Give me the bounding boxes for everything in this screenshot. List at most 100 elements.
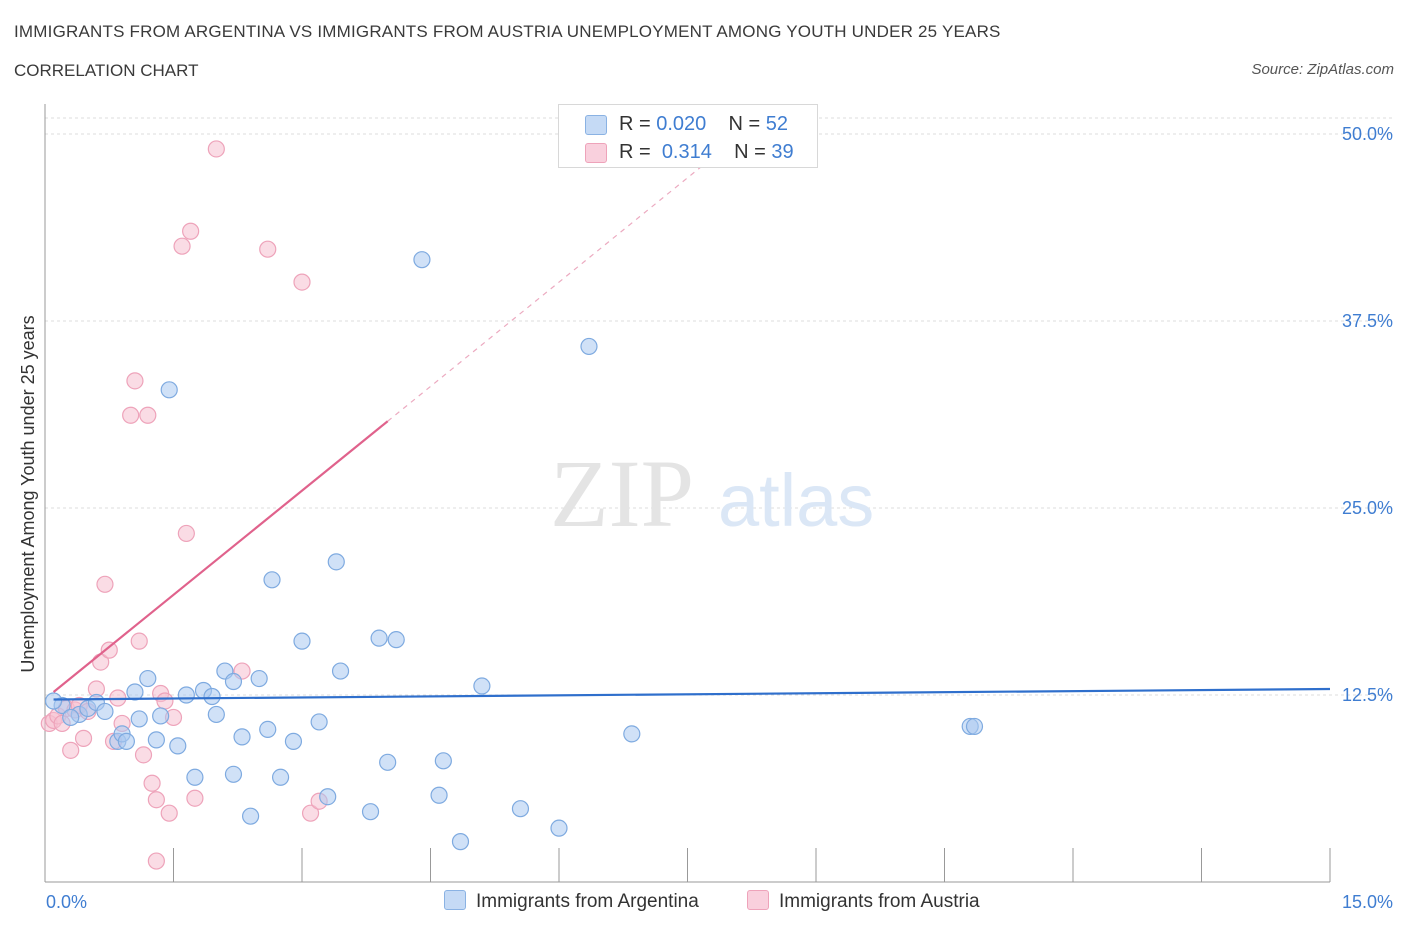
austria-point: [293, 273, 311, 291]
argentina-point: [361, 803, 380, 821]
argentina-point: [224, 672, 243, 691]
argentina-point: [550, 819, 568, 837]
argentina-point: [186, 768, 204, 786]
austria-point: [122, 406, 140, 424]
legend-swatch-argentina: [585, 115, 607, 135]
austria-trend-extension: [387, 163, 706, 422]
bottom-legend-label-austria: Immigrants from Austria: [779, 891, 980, 912]
austria-point: [160, 804, 178, 822]
austria-point: [207, 140, 225, 158]
argentina-point: [370, 629, 388, 647]
argentina-point: [319, 788, 337, 806]
argentina-point: [250, 669, 268, 688]
watermark-atlas: atlas: [718, 459, 874, 542]
argentina-point: [387, 631, 405, 649]
austria-point: [182, 222, 200, 240]
chart-subtitle: CORRELATION CHART: [14, 61, 199, 80]
y-tick-label: 50.0%: [1342, 124, 1393, 144]
argentina-points: [44, 251, 984, 851]
legend-n-value-argentina: 52: [765, 113, 789, 135]
legend-r-value-austria: 0.314: [661, 141, 712, 163]
argentina-point: [242, 807, 260, 825]
correlation-legend: R = 0.020 N = 52 R = 0.314 N = 39: [558, 104, 818, 168]
legend-r-label: R =: [619, 141, 651, 163]
chart-title: IMMIGRANTS FROM ARGENTINA VS IMMIGRANTS …: [14, 22, 1001, 41]
x-tick-label: 0.0%: [46, 892, 87, 912]
argentina-point: [130, 710, 148, 728]
argentina-point: [473, 677, 491, 695]
axis-layer: 12.5% 25.0% 37.5% 50.0% 0.0% 15.0%: [44, 104, 1393, 912]
argentina-trend-line: [53, 687, 1331, 701]
legend-n-value-austria: 39: [771, 141, 794, 163]
austria-point: [62, 741, 80, 759]
argentina-point: [327, 553, 345, 571]
argentina-point: [284, 732, 303, 750]
argentina-point: [379, 753, 397, 771]
legend-r-label: R =: [619, 113, 651, 135]
argentina-point: [147, 731, 165, 749]
austria-point: [156, 692, 174, 710]
austria-point: [177, 524, 195, 543]
bottom-legend-austria: Immigrants from Austria: [747, 890, 980, 913]
legend-r-value-argentina: 0.020: [656, 113, 707, 135]
y-tick-label: 12.5%: [1342, 685, 1393, 705]
austria-point: [173, 237, 191, 255]
argentina-point: [430, 786, 448, 804]
bottom-legend-label-argentina: Immigrants from Argentina: [476, 891, 699, 912]
argentina-point: [207, 705, 225, 724]
austria-point: [134, 746, 153, 764]
source-label: Source: ZipAtlas.com: [1251, 61, 1394, 78]
argentina-point: [263, 571, 281, 589]
argentina-point: [451, 833, 470, 851]
austria-point: [147, 791, 165, 809]
argentina-point: [331, 662, 350, 680]
austria-point: [74, 729, 93, 747]
argentina-point: [169, 737, 187, 755]
austria-point: [139, 406, 157, 424]
bottom-legend-swatch-argentina: [444, 890, 466, 910]
argentina-point: [160, 381, 178, 399]
argentina-point: [177, 686, 195, 704]
argentina-point: [434, 752, 452, 770]
grid-layer: [45, 117, 1395, 696]
y-axis-label: Unemployment Among Youth under 25 years: [18, 315, 38, 672]
austria-point: [143, 774, 161, 792]
austria-point: [96, 575, 114, 593]
argentina-point: [413, 251, 431, 269]
watermark-zip: ZIP: [550, 440, 694, 547]
argentina-point: [224, 765, 243, 783]
argentina-point: [511, 800, 530, 818]
bottom-legend-swatch-austria: [747, 890, 769, 910]
argentina-point: [233, 728, 251, 746]
austria-point: [147, 852, 165, 870]
bottom-legend-argentina: Immigrants from Argentina: [444, 890, 699, 913]
argentina-point: [44, 692, 63, 710]
argentina-point: [623, 725, 641, 743]
argentina-point: [293, 632, 311, 650]
argentina-point: [259, 720, 277, 739]
argentina-point: [126, 683, 144, 701]
austria-trend-line: [52, 420, 389, 693]
argentina-point: [139, 669, 157, 688]
argentina-point: [580, 337, 598, 356]
x-tick-label: 15.0%: [1342, 892, 1393, 912]
argentina-point: [62, 708, 80, 727]
legend-swatch-austria: [585, 143, 607, 163]
legend-n-label: N =: [728, 113, 761, 135]
argentina-point: [96, 702, 114, 721]
argentina-point: [203, 687, 221, 706]
austria-point: [126, 372, 144, 390]
argentina-point: [271, 768, 290, 786]
austria-point: [100, 641, 118, 659]
y-tick-label: 25.0%: [1342, 498, 1393, 518]
austria-point: [301, 804, 320, 822]
watermark: ZIP atlas: [550, 440, 874, 547]
trend-layer: [52, 163, 1331, 701]
argentina-point: [152, 707, 170, 725]
argentina-point: [310, 713, 328, 731]
austria-point: [186, 789, 204, 807]
argentina-point: [117, 732, 135, 750]
legend-n-label: N =: [734, 141, 766, 163]
austria-point: [130, 632, 148, 650]
